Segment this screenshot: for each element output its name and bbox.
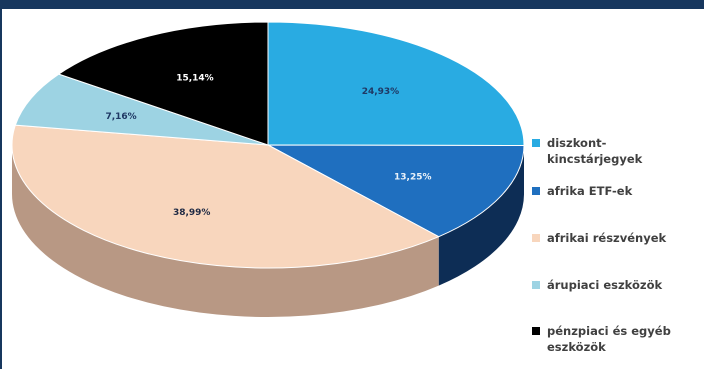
legend-label-line: pénzpiaci és egyéb (547, 324, 671, 338)
data-label: 13,25% (394, 172, 432, 182)
legend-swatch (532, 327, 540, 335)
legend-label: diszkont-kincstárjegyek (547, 135, 704, 167)
left-border (0, 9, 2, 369)
pie-slice (267, 21, 525, 146)
legend-label: pénzpiaci és egyéb eszközök (547, 323, 704, 355)
legend-label-line: afrika ETF-ek (547, 184, 633, 198)
legend-label: afrika ETF-ek (547, 183, 704, 199)
legend-label-line: afrikai részvények (547, 231, 667, 245)
legend-label-line: kincstárjegyek (547, 152, 643, 166)
legend-label-line: diszkont- (547, 136, 607, 150)
legend-label: árupiaci eszközök (547, 277, 704, 293)
pie-slice (14, 73, 269, 146)
legend-swatch (532, 281, 540, 289)
data-label: 7,16% (105, 112, 136, 122)
legend-swatch (532, 139, 540, 147)
data-label: 15,14% (176, 73, 214, 83)
legend-label: afrikai részvények (547, 230, 704, 246)
legend-label-line: árupiaci eszközök (547, 278, 663, 292)
pie-chart: 24,93% 13,25% 38,99% 7,16% 15,14% (11, 21, 525, 317)
legend-swatch (532, 234, 540, 242)
pie-slice-side (438, 145, 524, 286)
pie-slice (11, 124, 440, 269)
pie-slice (267, 144, 525, 238)
legend-swatch (532, 187, 540, 195)
legend-label-line: eszközök (547, 340, 606, 354)
chart-legend: diszkont-kincstárjegyek afrika ETF-ek afri… (532, 0, 704, 369)
pie-slice-side (12, 145, 439, 317)
pie-slice (57, 21, 269, 146)
data-label: 24,93% (362, 87, 400, 97)
data-label: 38,99% (173, 208, 211, 218)
header-bar (0, 0, 704, 9)
